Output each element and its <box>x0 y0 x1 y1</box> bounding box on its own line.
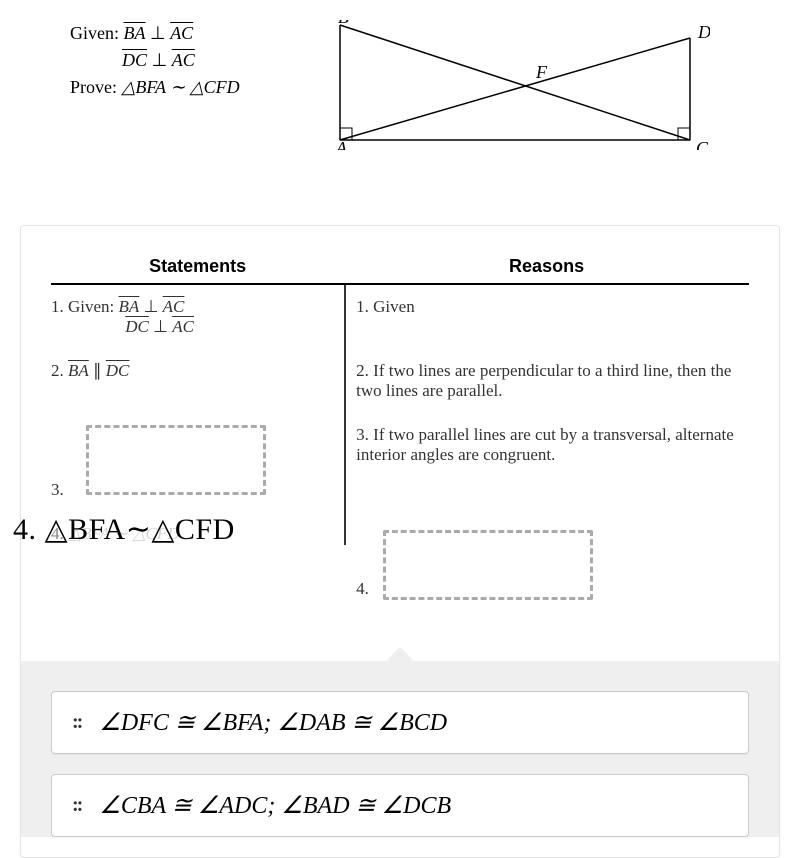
seg-ac: AC <box>170 23 193 43</box>
table-row: 2. BA ∥ DC 2. If two lines are perpendic… <box>51 349 749 413</box>
answer-option[interactable]: :: ∠DFC ≅ ∠BFA; ∠DAB ≅ ∠BCD <box>51 691 749 754</box>
stmt-2: 2. BA ∥ DC <box>51 361 344 401</box>
row-num: 1. <box>51 297 64 316</box>
option-text: ∠CBA ≅ ∠ADC; ∠BAD ≅ ∠DCB <box>99 791 451 820</box>
handwritten-annotation: 4. △BFA∼△CFD <box>13 512 235 547</box>
row-num: 3. <box>51 480 64 499</box>
given-label: Given: <box>70 23 119 43</box>
prove-text: △BFA ∼ △CFD <box>122 77 240 97</box>
answer-option[interactable]: :: ∠CBA ≅ ∠ADC; ∠BAD ≅ ∠DCB <box>51 774 749 837</box>
proof-rows: 1. Given: BA ⊥ AC DC ⊥ AC 1. Given 2. BA… <box>51 285 749 611</box>
drop-target-reason-4[interactable] <box>383 530 593 600</box>
seg-ac2: AC <box>172 50 195 70</box>
row-num: 2. <box>51 361 64 380</box>
drag-handle-icon[interactable]: :: <box>72 711 81 734</box>
diagram-svg: A B C D F <box>330 20 710 150</box>
stmt-3: 3. <box>51 425 344 500</box>
reason-4: 4. <box>344 524 749 599</box>
table-row: 3. 3. If two parallel lines are cut by a… <box>51 413 749 512</box>
header-reasons: Reasons <box>344 256 749 277</box>
seg-dc: DC <box>122 50 147 70</box>
option-text: ∠DFC ≅ ∠BFA; ∠DAB ≅ ∠BCD <box>99 708 447 737</box>
row-num: 4. <box>356 579 369 598</box>
proof-body: Statements Reasons 1. Given: BA ⊥ AC DC … <box>21 226 779 661</box>
svg-text:B: B <box>338 20 349 27</box>
answer-bank: :: ∠DFC ≅ ∠BFA; ∠DAB ≅ ∠BCD :: ∠CBA ≅ ∠A… <box>21 661 779 837</box>
drag-handle-icon[interactable]: :: <box>72 794 81 817</box>
seg: BA <box>119 297 140 316</box>
prove-label: Prove: <box>70 77 117 97</box>
header-statements: Statements <box>51 256 344 277</box>
proof-headers: Statements Reasons <box>51 256 749 285</box>
reason-3: 3. If two parallel lines are cut by a tr… <box>344 425 749 500</box>
seg: DC <box>125 317 149 336</box>
seg: BA <box>68 361 89 380</box>
seg: AC <box>163 297 185 316</box>
reason-1: 1. Given <box>344 297 749 337</box>
diagram: A B C D F <box>330 20 710 155</box>
seg-ba: BA <box>124 23 146 43</box>
proof-card: Statements Reasons 1. Given: BA ⊥ AC DC … <box>20 225 780 858</box>
seg: AC <box>172 317 194 336</box>
given-prove-block: Given: BA ⊥ AC DC ⊥ AC Prove: △BFA ∼ △CF… <box>70 20 310 101</box>
column-divider <box>344 285 346 545</box>
svg-text:F: F <box>535 62 548 82</box>
stmt-1: 1. Given: BA ⊥ AC DC ⊥ AC <box>51 297 344 337</box>
drop-target-stmt-3[interactable] <box>86 425 266 495</box>
table-row: 1. Given: BA ⊥ AC DC ⊥ AC 1. Given <box>51 285 749 349</box>
reason-2: 2. If two lines are perpendicular to a t… <box>344 361 749 401</box>
svg-text:D: D <box>697 22 710 42</box>
svg-text:C: C <box>696 138 709 150</box>
svg-text:A: A <box>335 138 348 150</box>
problem-header: Given: BA ⊥ AC DC ⊥ AC Prove: △BFA ∼ △CF… <box>0 0 800 165</box>
stmt-prefix: Given: <box>68 297 114 316</box>
pointer-icon <box>386 647 414 661</box>
seg: DC <box>106 361 130 380</box>
